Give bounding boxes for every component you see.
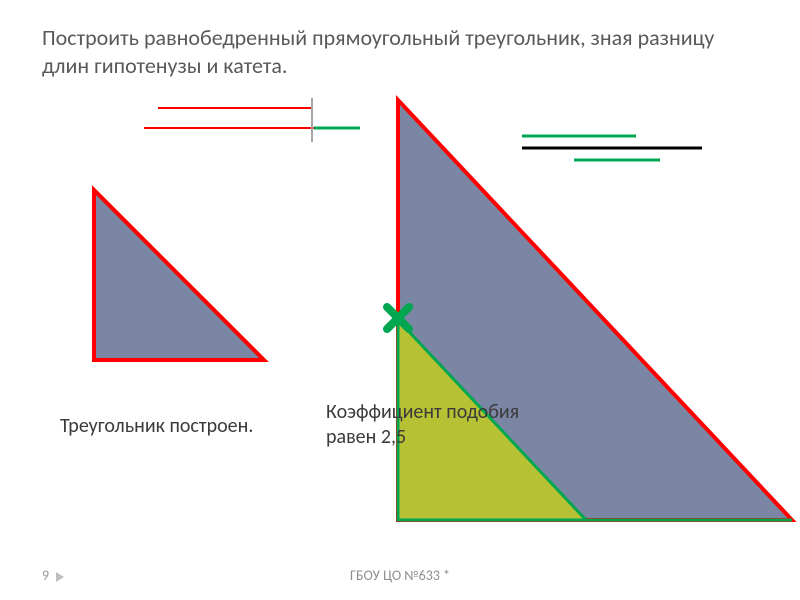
- caption-triangle-built: Треугольник построен.: [60, 414, 253, 439]
- footer-center-text: ГБОУ ЦО №633 *: [0, 567, 800, 584]
- slide-root: Построить равнобедренный прямоугольный т…: [0, 0, 800, 600]
- caption-similarity-coeff: Коэффициент подобия равен 2,5: [326, 400, 566, 450]
- diagram-canvas: [0, 0, 800, 600]
- small-triangle: [94, 190, 264, 360]
